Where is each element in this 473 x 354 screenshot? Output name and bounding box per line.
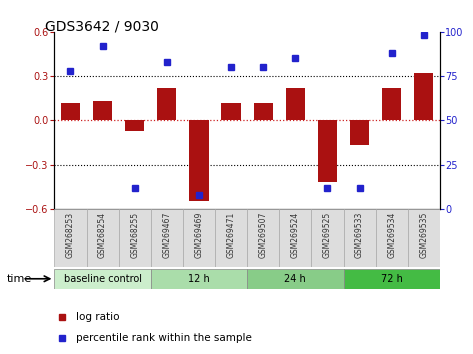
Bar	[93, 101, 112, 120]
Bar	[61, 103, 80, 120]
Bar	[221, 103, 241, 120]
Bar	[311, 209, 343, 267]
Text: GSM269535: GSM269535	[420, 212, 429, 258]
Text: GSM268253: GSM268253	[66, 212, 75, 258]
Bar	[343, 269, 440, 289]
Bar	[350, 120, 369, 145]
Bar	[414, 73, 433, 120]
Text: percentile rank within the sample: percentile rank within the sample	[76, 332, 252, 343]
Text: GSM268255: GSM268255	[130, 212, 139, 258]
Text: GSM269533: GSM269533	[355, 212, 364, 258]
Bar	[54, 269, 151, 289]
Bar	[376, 209, 408, 267]
Text: GSM269471: GSM269471	[227, 212, 236, 258]
Bar	[318, 120, 337, 182]
Text: GSM269469: GSM269469	[194, 212, 203, 258]
Bar	[151, 209, 183, 267]
Bar	[189, 120, 209, 201]
Bar	[183, 209, 215, 267]
Bar	[247, 269, 343, 289]
Text: GSM269507: GSM269507	[259, 212, 268, 258]
Text: 12 h: 12 h	[188, 274, 210, 284]
Text: baseline control: baseline control	[63, 274, 141, 284]
Bar	[408, 209, 440, 267]
Bar	[279, 209, 311, 267]
Bar	[157, 88, 176, 120]
Bar	[343, 209, 376, 267]
Text: GSM269467: GSM269467	[162, 212, 171, 258]
Bar	[125, 120, 144, 131]
Text: 72 h: 72 h	[381, 274, 403, 284]
Text: GSM268254: GSM268254	[98, 212, 107, 258]
Text: log ratio: log ratio	[76, 312, 119, 322]
Text: time: time	[7, 274, 32, 284]
Text: GSM269525: GSM269525	[323, 212, 332, 258]
Bar	[215, 209, 247, 267]
Bar	[286, 88, 305, 120]
Text: GDS3642 / 9030: GDS3642 / 9030	[45, 19, 159, 34]
Bar	[247, 209, 279, 267]
Text: GSM269524: GSM269524	[291, 212, 300, 258]
Bar	[54, 209, 87, 267]
Text: GSM269534: GSM269534	[387, 212, 396, 258]
Bar	[151, 269, 247, 289]
Bar	[382, 88, 401, 120]
Bar	[87, 209, 119, 267]
Text: 24 h: 24 h	[284, 274, 306, 284]
Bar	[254, 103, 273, 120]
Bar	[119, 209, 151, 267]
